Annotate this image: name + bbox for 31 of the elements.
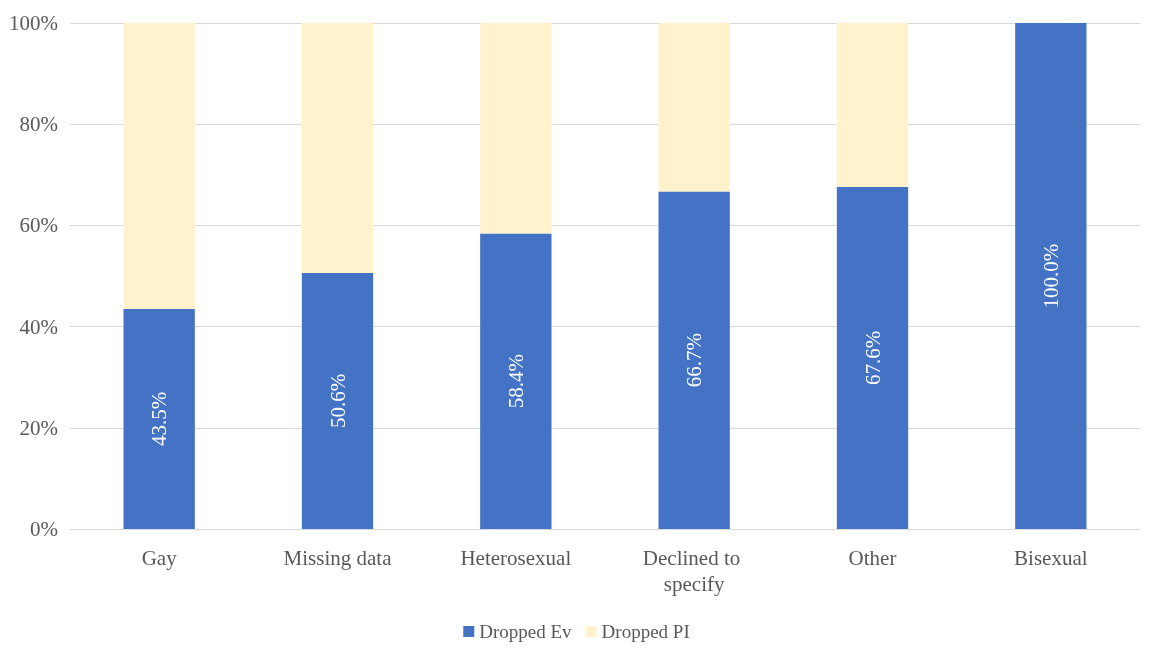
bar bbox=[658, 191, 730, 529]
data-label: 50.6% bbox=[325, 373, 350, 429]
bar bbox=[301, 23, 374, 273]
bar bbox=[480, 233, 552, 529]
data-label: 67.6% bbox=[860, 330, 885, 386]
data-label: 66.7% bbox=[682, 333, 707, 388]
bar bbox=[480, 23, 552, 234]
data-label: 58.4% bbox=[503, 354, 528, 409]
y-tick-label: 100% bbox=[9, 11, 58, 35]
y-tick-label: 0% bbox=[30, 517, 58, 541]
data-label: 100.0% bbox=[1038, 243, 1063, 309]
bar bbox=[836, 186, 909, 529]
y-tick-label: 60% bbox=[19, 213, 58, 238]
bar bbox=[658, 23, 730, 192]
y-tick-label: 80% bbox=[19, 112, 58, 137]
x-tick-label: Heterosexual bbox=[460, 546, 572, 570]
x-tick-label: Declined to specify bbox=[642, 546, 746, 596]
y-tick-label: 40% bbox=[19, 314, 58, 339]
x-tick-label: Bisexual bbox=[1014, 546, 1088, 570]
x-tick-label: Missing data bbox=[283, 546, 393, 570]
x-tick-label: Other bbox=[848, 546, 897, 570]
legend-label: Dropped PI bbox=[601, 621, 690, 642]
x-tick-label: Gay bbox=[141, 546, 178, 570]
bar bbox=[1015, 23, 1087, 529]
bar bbox=[836, 23, 909, 187]
data-label: 43.5% bbox=[147, 391, 172, 447]
y-tick-label: 20% bbox=[19, 415, 58, 440]
bar bbox=[123, 23, 195, 309]
bar bbox=[301, 272, 374, 529]
legend-label: Dropped Ev bbox=[479, 621, 573, 642]
bar bbox=[123, 308, 195, 529]
